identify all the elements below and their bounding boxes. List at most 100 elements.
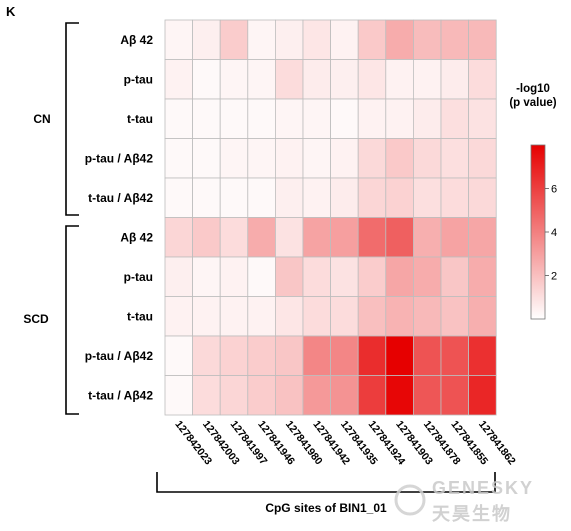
heatmap-cell [330,375,359,416]
heatmap-cell [247,59,276,100]
x-axis-label: CpG sites of BIN1_01 [265,501,387,515]
heatmap-cell [357,335,387,376]
heatmap-cell [412,138,442,179]
heatmap-cell [385,138,414,179]
heatmap-cell [330,296,359,337]
heatmap-cell [274,296,304,337]
heatmap-cell [440,177,470,218]
heatmap-cell [440,98,470,139]
heatmap-cell [247,335,276,376]
heatmap-cell [468,59,497,100]
heatmap-cell [247,98,276,139]
row-label: t-tau / Aβ42 [88,191,153,205]
heatmap-cell [274,217,304,258]
heatmap-cell [192,19,221,60]
heatmap-cell [302,98,332,139]
legend-ticks: 2 4 6 [545,184,557,283]
heatmap-cell [330,59,359,100]
heatmap-cell [274,256,304,297]
heatmap-cell [247,177,276,218]
heatmap-cell [468,138,497,179]
heatmap-cell [247,256,276,297]
heatmap-cell [219,375,249,416]
heatmap-cell [219,296,249,337]
heatmap-cell [192,59,221,100]
heatmap-cell [302,177,332,218]
row-label: t-tau [127,112,153,126]
scd-group-bracket [65,225,79,415]
row-label: p-tau / Aβ42 [85,349,154,363]
heatmap-cell [468,296,497,337]
heatmap-cell [357,217,387,258]
heatmap-cell [274,177,304,218]
heatmap-cell [164,335,194,376]
legend-title-line-2: (p value) [509,97,556,109]
legend-tick-label: 6 [551,184,557,196]
row-label: p-tau [124,270,153,284]
heatmap-cell [164,256,194,297]
heatmap-cells [164,19,497,416]
heatmap-cell [330,256,359,297]
heatmap-cell [440,335,470,376]
heatmap-cell [412,19,442,60]
heatmap-cell [468,375,497,416]
heatmap-cell [440,256,470,297]
heatmap-cell [357,177,387,218]
group-label-scd: SCD [23,312,49,326]
heatmap-cell [219,335,249,376]
heatmap-cell [164,98,194,139]
legend-title-line-1: -log10 [516,83,550,95]
heatmap-cell [440,217,470,258]
heatmap-cell [219,59,249,100]
heatmap-cell [192,217,221,258]
heatmap-cell [468,256,497,297]
heatmap-cell [219,177,249,218]
heatmap-cell [302,19,332,60]
heatmap-cell [330,335,359,376]
row-label: Aβ 42 [120,33,153,47]
x-axis-bracket [156,472,496,493]
heatmap-cell [274,98,304,139]
heatmap-cell [412,335,442,376]
heatmap-cell [330,217,359,258]
heatmap-cell [440,59,470,100]
heatmap-cell [385,19,414,60]
heatmap-cell [274,19,304,60]
heatmap-cell [385,256,414,297]
heatmap-cell [440,296,470,337]
heatmap-cell [164,177,194,218]
watermark-line-2: 天昊生物 [432,503,512,524]
heatmap-cell [247,217,276,258]
heatmap-cell [164,375,194,416]
row-label: t-tau [127,309,153,323]
heatmap-cell [357,138,387,179]
heatmap-cell [164,217,194,258]
heatmap-cell [357,19,387,60]
heatmap-cell [385,177,414,218]
heatmap-cell [330,98,359,139]
heatmap-cell [164,19,194,60]
panel-label: K [6,4,16,19]
heatmap-cell [164,59,194,100]
heatmap-cell [274,375,304,416]
heatmap-cell [302,256,332,297]
heatmap-cell [192,335,221,376]
heatmap-cell [192,375,221,416]
heatmap-cell [302,335,332,376]
heatmap-cell [357,296,387,337]
heatmap-cell [219,138,249,179]
heatmap-cell [385,98,414,139]
heatmap-cell [164,296,194,337]
heatmap-cell [302,375,332,416]
heatmap-cell [219,217,249,258]
heatmap-cell [412,98,442,139]
heatmap-cell [274,335,304,376]
legend-tick-label: 2 [551,271,557,283]
heatmap-cell [330,177,359,218]
heatmap-cell [192,296,221,337]
heatmap-cell [192,138,221,179]
heatmap-cell [412,217,442,258]
watermark-line-1: GENESKY [432,478,534,498]
heatmap-cell [302,59,332,100]
heatmap-cell [385,217,414,258]
